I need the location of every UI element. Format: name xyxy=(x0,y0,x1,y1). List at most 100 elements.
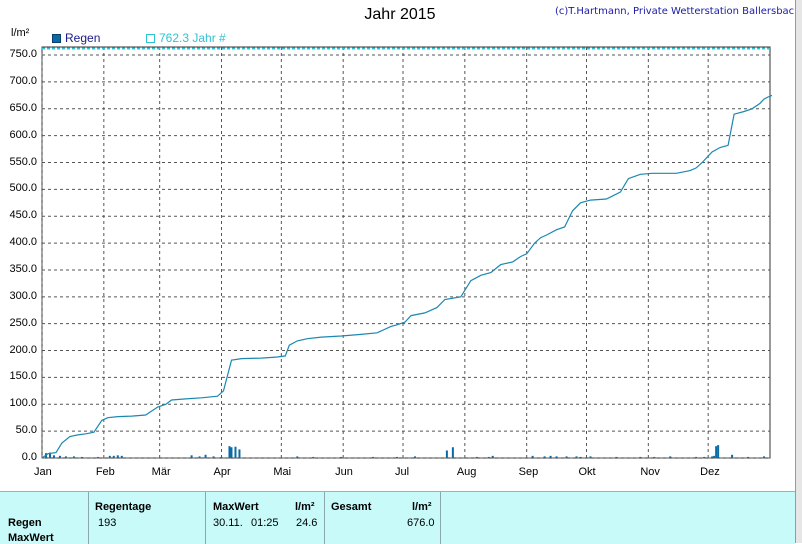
daily-bar xyxy=(120,455,123,458)
daily-bar xyxy=(717,445,720,458)
daily-bar xyxy=(579,456,582,458)
daily-bar xyxy=(340,456,343,458)
x-tick-label: Dez xyxy=(700,466,720,478)
x-tick-label: Mai xyxy=(273,466,292,478)
x-tick-label: Jun xyxy=(335,466,353,478)
daily-bar xyxy=(695,456,698,458)
copyright-note: (c)T.Hartmann, Private Wetterstation Bal… xyxy=(555,6,801,17)
stats-divider xyxy=(324,492,325,544)
daily-bar xyxy=(669,456,672,458)
daily-bar xyxy=(711,456,714,458)
daily-bar xyxy=(555,456,558,458)
y-tick-label: 750.0 xyxy=(9,48,37,61)
y-tick-label: 600.0 xyxy=(9,128,37,141)
daily-bar xyxy=(72,456,75,458)
daily-bar xyxy=(190,455,193,458)
x-tick-label: Nov xyxy=(640,466,660,478)
window-edge xyxy=(795,0,802,543)
daily-bar xyxy=(234,446,237,458)
x-tick-label: Feb xyxy=(95,466,115,478)
y-tick-label: 550.0 xyxy=(9,155,37,168)
daily-bar xyxy=(230,447,233,458)
gesamt-value: 676.0 xyxy=(407,517,435,529)
daily-bar xyxy=(475,456,478,458)
daily-bar xyxy=(639,456,642,458)
stats-header-regentage: Regentage xyxy=(95,501,152,513)
x-tick-label: Mär xyxy=(151,466,171,478)
daily-bar xyxy=(204,454,207,458)
daily-bar xyxy=(80,456,83,458)
legend-regen-label: Regen xyxy=(65,31,101,45)
daily-bar xyxy=(747,456,750,458)
rain-chart xyxy=(41,46,773,459)
daily-bar xyxy=(198,456,201,458)
daily-bar xyxy=(653,456,656,458)
x-tick-label: Apr xyxy=(213,466,231,478)
daily-bar xyxy=(731,454,734,458)
legend-target: 762.3 Jahr # xyxy=(146,31,226,45)
statistics-panel: Regentage MaxWert l/m² Gesamt l/m² Regen… xyxy=(0,491,795,544)
daily-bar xyxy=(565,456,568,458)
daily-bar xyxy=(487,456,490,458)
y-tick-label: 700.0 xyxy=(9,74,37,87)
daily-bar xyxy=(52,455,55,458)
stats-divider xyxy=(205,492,206,544)
legend-regen-swatch xyxy=(52,33,61,43)
daily-bar xyxy=(589,456,592,458)
y-tick-label: 500.0 xyxy=(9,182,37,195)
daily-bar xyxy=(112,455,115,458)
stats-header-maxwert: MaxWert xyxy=(213,501,259,513)
cumulative-line xyxy=(41,94,773,459)
maxwert-time: 01:25 xyxy=(251,517,279,529)
stats-row-maxwert: MaxWert xyxy=(8,532,54,544)
maxwert-date: 30.11. xyxy=(213,517,243,529)
y-tick-label: 250.0 xyxy=(9,316,37,329)
y-tick-label: 650.0 xyxy=(9,101,37,114)
x-tick-label: Aug xyxy=(456,466,477,478)
y-tick-label: 0.0 xyxy=(21,451,37,463)
daily-bar xyxy=(238,449,241,458)
daily-bar xyxy=(451,447,454,458)
daily-bar xyxy=(549,455,552,458)
daily-bar xyxy=(713,455,716,458)
daily-bar xyxy=(212,456,215,458)
stats-header-unit: l/m² xyxy=(295,501,315,513)
daily-bar xyxy=(312,456,315,458)
daily-bar xyxy=(615,456,618,458)
y-tick-label: 350.0 xyxy=(9,262,37,275)
x-tick-label: Okt xyxy=(578,466,596,478)
stats-divider xyxy=(440,492,441,544)
daily-bar xyxy=(48,452,51,458)
stats-header-gesamt: Gesamt xyxy=(331,501,372,513)
daily-bar xyxy=(543,456,546,458)
daily-bar xyxy=(372,456,375,458)
stats-header-unit2: l/m² xyxy=(412,501,432,513)
x-tick-label: Jan xyxy=(34,466,52,478)
y-tick-label: 400.0 xyxy=(9,236,37,249)
legend-target-label: 762.3 Jahr # xyxy=(159,31,226,45)
stats-row-regen: Regen xyxy=(8,517,42,529)
chart-title: Jahr 2015 xyxy=(364,6,436,23)
daily-bar xyxy=(96,456,99,458)
x-tick-label: Jul xyxy=(395,466,410,478)
stats-divider xyxy=(88,492,89,544)
daily-bar xyxy=(64,456,67,458)
daily-bar xyxy=(58,455,61,458)
daily-bar xyxy=(108,455,111,458)
daily-bar xyxy=(220,456,223,458)
daily-bar xyxy=(531,455,534,458)
daily-bar xyxy=(413,456,416,458)
daily-bar xyxy=(228,446,231,458)
daily-bar xyxy=(575,456,578,458)
daily-bar xyxy=(763,456,766,458)
daily-bar xyxy=(445,450,448,458)
x-tick-label: Sep xyxy=(518,466,539,478)
daily-bar xyxy=(491,455,494,458)
daily-bar xyxy=(396,456,399,458)
regentage-value: 193 xyxy=(98,517,117,529)
y-tick-label: 50.0 xyxy=(15,424,37,437)
y-tick-label: 450.0 xyxy=(9,209,37,222)
y-axis-unit: l/m² xyxy=(11,27,30,39)
y-tick-label: 150.0 xyxy=(9,370,37,383)
daily-bar xyxy=(296,456,299,458)
